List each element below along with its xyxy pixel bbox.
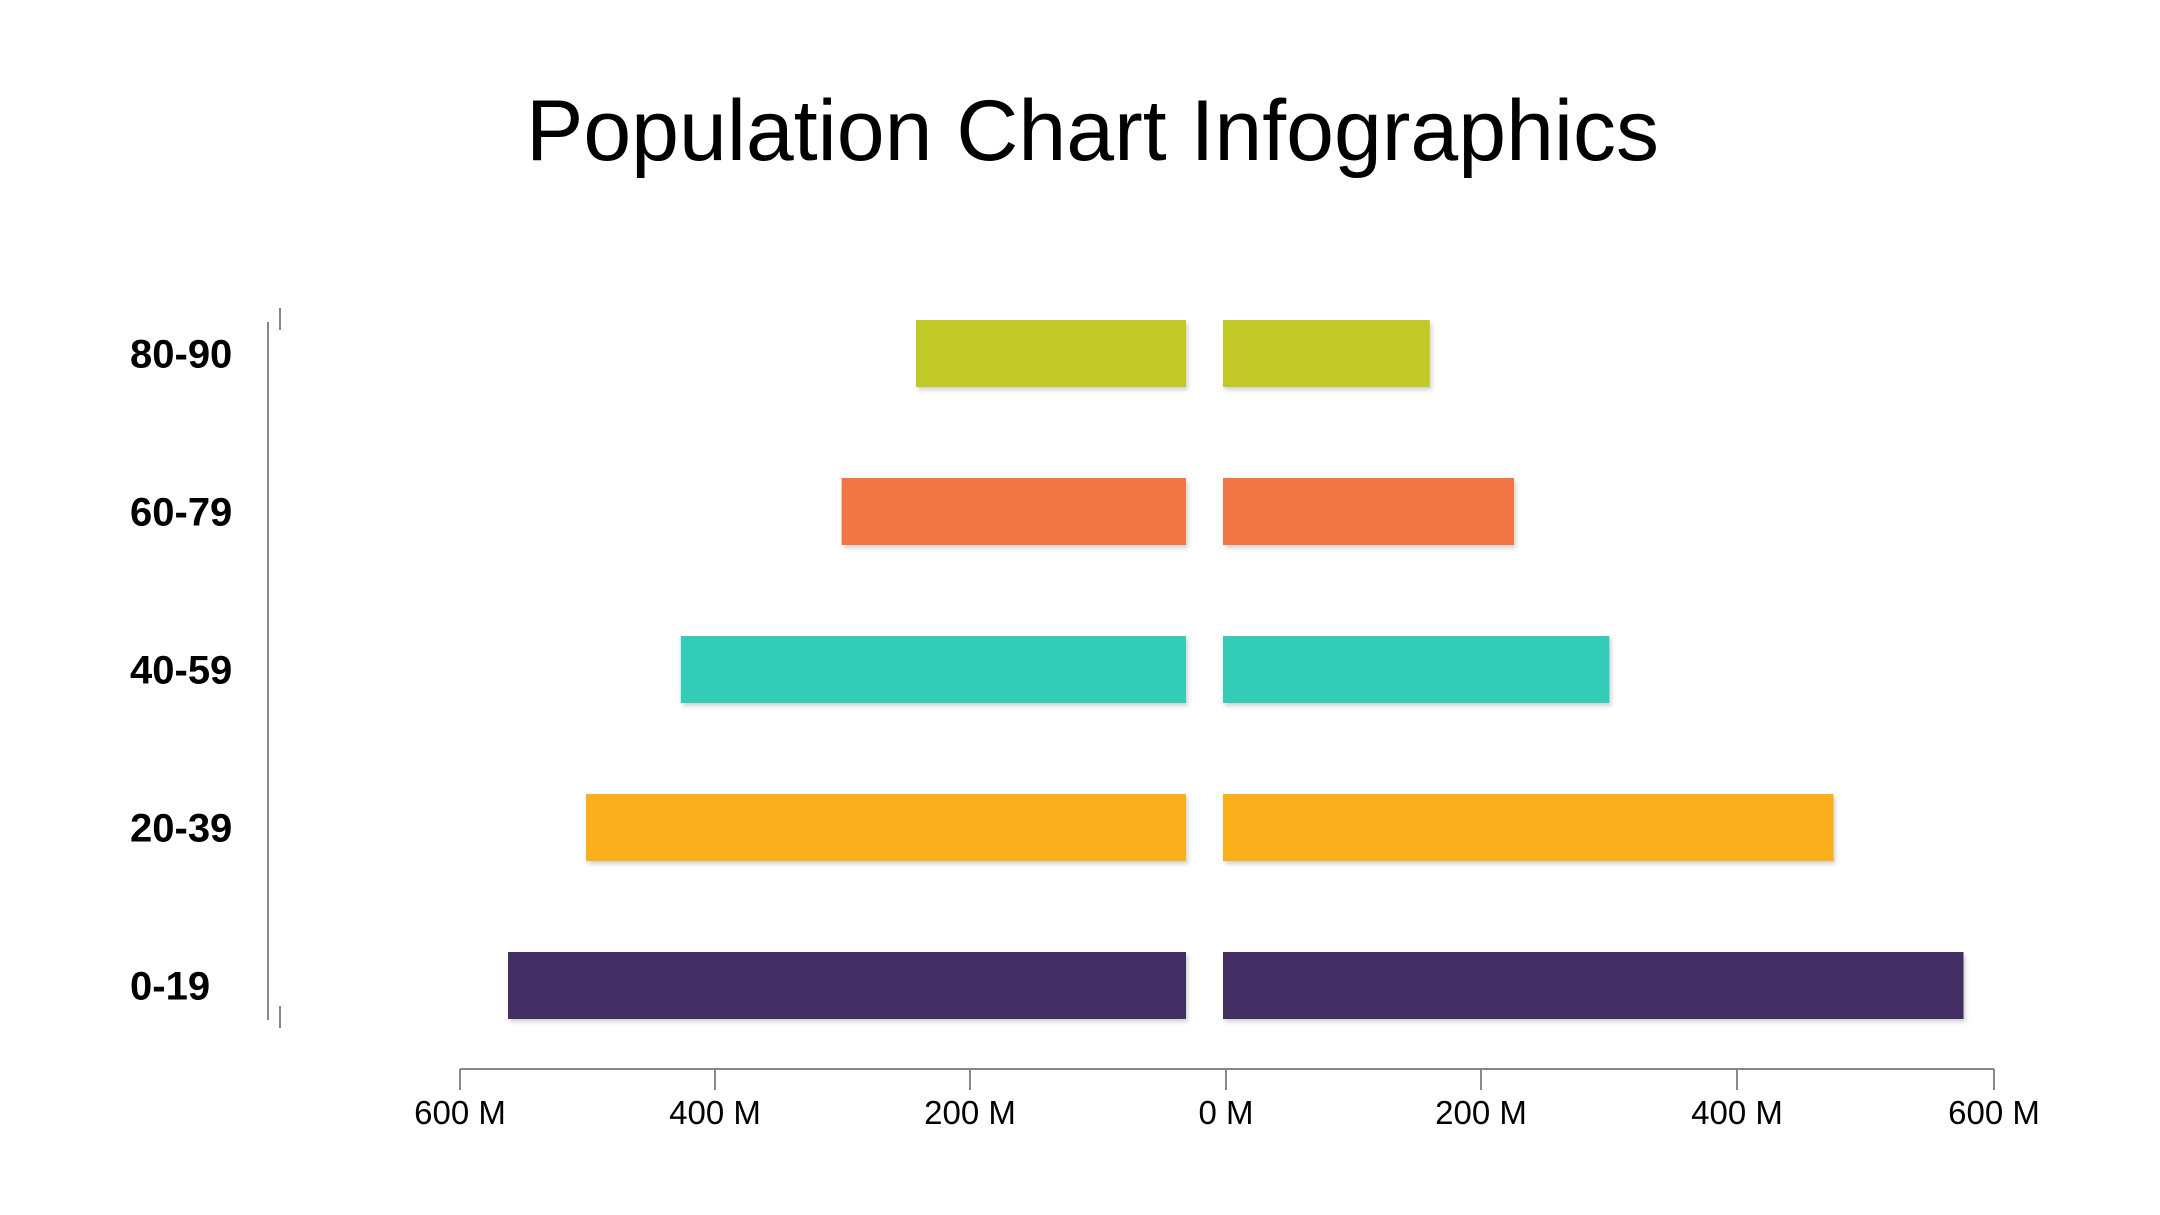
x-tick-label: 0 M [1198,1094,1253,1131]
chart-title: Population Chart Infographics [525,83,1660,179]
x-tick-label: 200 M [1435,1094,1527,1131]
bar-right-20-39 [1223,794,1834,861]
category-labels: 80-90 60-79 40-59 20-39 0-19 [130,333,232,1009]
bar-left-80-90 [916,320,1186,387]
x-tick-label: 600 M [414,1094,506,1131]
bar-right-0-19 [1223,952,1964,1019]
category-label: 60-79 [130,491,232,535]
bar-right-40-59 [1223,636,1610,703]
bar-left-40-59 [680,636,1186,703]
category-label: 80-90 [130,333,232,377]
x-tick-label: 400 M [1691,1094,1783,1131]
bar-right-60-79 [1223,478,1515,545]
x-tick-label: 600 M [1948,1094,2040,1131]
x-tick-label: 200 M [924,1094,1016,1131]
x-tick-label: 400 M [669,1094,761,1131]
bar-right-80-90 [1223,320,1430,387]
bars-group [508,320,1964,1019]
bar-left-60-79 [841,478,1186,545]
x-axis-ticks: 600 M 400 M 200 M 0 M 200 M 400 M 600 M [414,1069,2040,1131]
category-label: 40-59 [130,649,232,693]
bar-left-0-19 [508,952,1186,1019]
bar-left-20-39 [586,794,1186,861]
category-label: 0-19 [130,965,210,1009]
category-label: 20-39 [130,807,232,851]
